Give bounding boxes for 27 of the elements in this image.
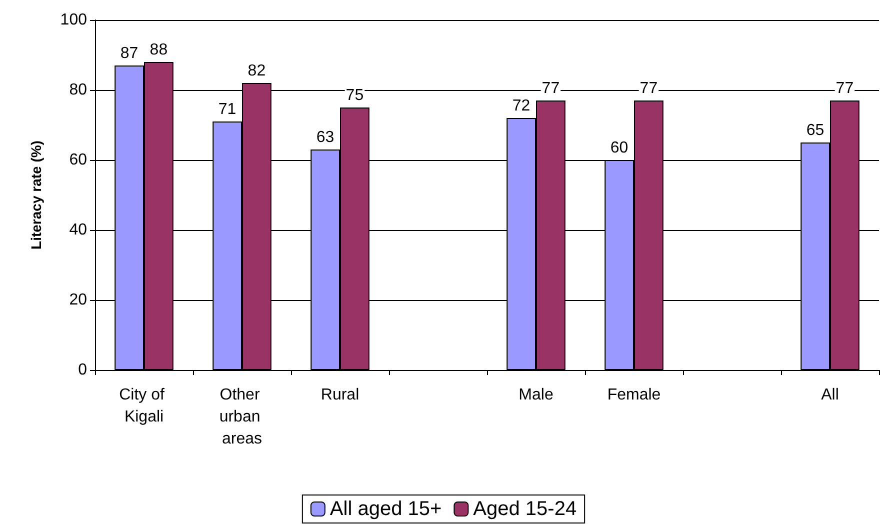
data-label: 82	[248, 62, 266, 80]
data-label: 71	[218, 101, 236, 118]
x-tick-label: All	[821, 386, 839, 404]
data-label: 65	[806, 122, 824, 139]
data-label: 77	[542, 80, 560, 97]
y-tick-label: 0	[78, 362, 88, 378]
x-tick-label: City of Kigali	[119, 386, 169, 426]
x-tick-label: Female	[607, 386, 661, 404]
data-label: 60	[610, 140, 628, 156]
y-tick-label: 40	[69, 222, 88, 238]
data-label: 75	[346, 87, 364, 104]
data-label: 72	[512, 98, 530, 114]
y-tick-label: 20	[69, 292, 88, 308]
legend-label: All aged 15+	[330, 498, 442, 520]
data-label: 77	[640, 80, 658, 97]
data-label: 88	[150, 42, 168, 58]
data-label: 63	[316, 129, 334, 146]
x-tick-label: Rural	[320, 386, 360, 404]
y-tick-label: 100	[60, 12, 88, 28]
x-tick-label: Male	[518, 386, 554, 404]
legend-label: Aged 15-24	[473, 498, 577, 520]
x-tick-label: Other urban areas	[219, 386, 265, 448]
y-axis-title: Literacy rate (%)	[28, 140, 44, 250]
y-tick-label: 80	[69, 82, 88, 98]
data-label: 77	[836, 80, 854, 97]
data-label: 87	[120, 45, 138, 62]
y-tick-label: 60	[69, 152, 88, 168]
